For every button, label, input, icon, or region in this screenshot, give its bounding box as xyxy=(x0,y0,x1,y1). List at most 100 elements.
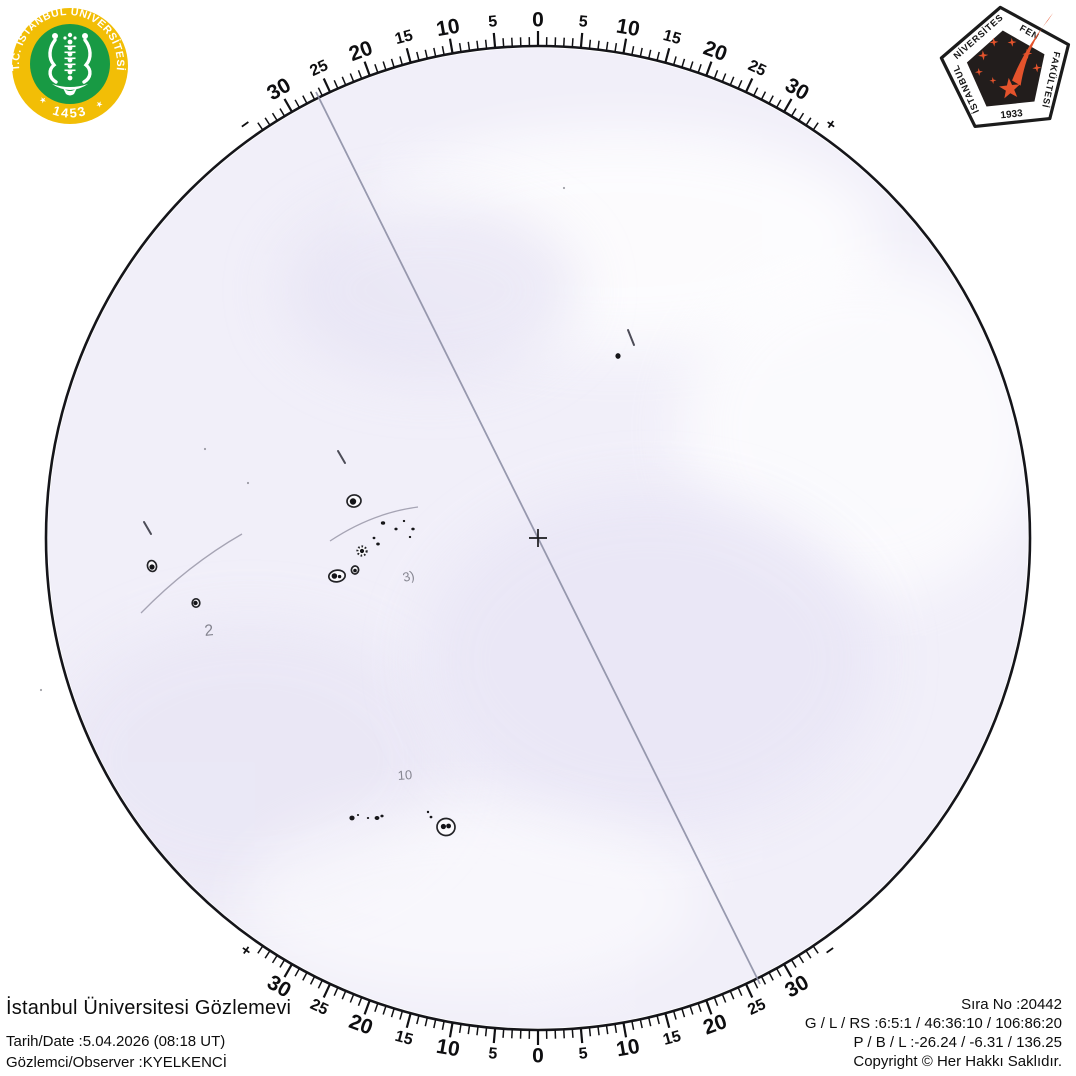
tick-mark xyxy=(322,983,332,998)
tick-mark xyxy=(656,1015,660,1025)
tick-mark xyxy=(271,112,278,122)
tick-mark xyxy=(317,87,323,97)
faculty-logo: İSTANBUL ÜNİVERSİTESİ FEN FAKÜLTESİ 1933 xyxy=(936,0,1071,129)
tick-mark xyxy=(597,1026,600,1036)
sira-no: Sıra No :20442 xyxy=(961,996,1062,1013)
tick-mark xyxy=(579,1028,584,1044)
tick-mark xyxy=(283,98,293,113)
tick-mark xyxy=(458,43,462,53)
tick-mark xyxy=(264,117,271,126)
pencil-stroke xyxy=(143,521,152,535)
scale-label: 30 xyxy=(263,74,295,106)
tick-mark xyxy=(399,1010,404,1020)
scale-label: 15 xyxy=(661,1028,683,1049)
sunspot-umbra xyxy=(366,817,370,819)
logo-emblem xyxy=(48,32,92,96)
scale-label: 30 xyxy=(781,74,813,106)
pencil-arc xyxy=(140,533,243,614)
tick-mark xyxy=(631,1020,635,1030)
scale-label: 20 xyxy=(700,1010,730,1040)
sunspot-umbra xyxy=(356,814,360,816)
speck xyxy=(246,481,250,485)
tick-mark xyxy=(341,990,347,1000)
tick-mark xyxy=(309,91,316,100)
sunspot-umbra xyxy=(446,823,451,829)
tick-mark xyxy=(705,999,713,1015)
tick-mark xyxy=(605,41,609,51)
tick-mark xyxy=(424,49,429,59)
tick-mark xyxy=(441,46,445,56)
tick-mark xyxy=(579,32,584,48)
sunspot xyxy=(408,535,412,539)
faculty-year: 1933 xyxy=(1000,108,1024,121)
tick-mark xyxy=(502,1028,505,1038)
pencil-stroke xyxy=(337,450,346,464)
tick-mark xyxy=(341,76,347,86)
tick-mark xyxy=(605,1025,609,1035)
sunspot xyxy=(394,527,398,531)
observer-line: Gözlemci/Observer :KYELKENCİ xyxy=(6,1054,227,1071)
tick-mark xyxy=(322,78,332,93)
sunspot-umbra xyxy=(374,816,380,820)
tick-mark xyxy=(647,49,652,59)
sunspot-penumbra xyxy=(436,817,456,837)
tick-mark xyxy=(812,945,819,954)
observatory-title: İstanbul Üniversitesi Gözlemevi xyxy=(6,997,292,1019)
tick-mark xyxy=(349,993,355,1003)
footer-right: Sıra No :20442 G / L / RS :6:5:1 / 46:36… xyxy=(805,995,1062,1071)
scale-label: 20 xyxy=(346,36,376,66)
sunspot xyxy=(615,353,621,359)
tick-mark xyxy=(441,1020,445,1030)
sunspot xyxy=(191,597,201,609)
tick-mark xyxy=(357,70,363,79)
tick-mark xyxy=(672,1010,677,1020)
tick-mark xyxy=(484,1027,488,1037)
tick-mark xyxy=(382,1005,387,1015)
scale-label: 10 xyxy=(614,15,641,42)
logo-year-text: 1453 xyxy=(51,103,89,121)
sunspot-umbra xyxy=(408,535,412,539)
tick-mark xyxy=(622,38,628,54)
tick-mark xyxy=(639,47,643,57)
sunspot xyxy=(366,817,370,819)
tick-mark xyxy=(622,1022,628,1038)
tick-mark xyxy=(317,979,323,989)
tick-mark xyxy=(790,108,797,117)
tick-mark xyxy=(416,1015,420,1025)
tick-mark xyxy=(399,56,404,66)
sunspot-umbra xyxy=(380,521,386,525)
sunspot xyxy=(349,815,355,821)
scale-sign: + xyxy=(237,941,254,960)
tick-mark xyxy=(458,1023,462,1033)
tick-mark xyxy=(405,47,412,64)
tick-mark xyxy=(664,47,671,64)
tick-mark xyxy=(433,47,437,57)
tick-mark xyxy=(760,976,767,985)
sunspot xyxy=(436,817,456,837)
tick-mark xyxy=(333,987,339,996)
tick-mark xyxy=(737,80,743,89)
tick-mark xyxy=(631,46,635,56)
tick-mark xyxy=(656,51,660,61)
scale-label: 15 xyxy=(661,27,683,48)
tick-mark xyxy=(798,112,805,122)
tick-mark xyxy=(476,40,479,50)
tick-mark xyxy=(805,117,812,126)
sunspot-umbra xyxy=(149,564,155,570)
tick-mark xyxy=(597,40,600,50)
tick-mark xyxy=(448,38,454,54)
tick-mark xyxy=(664,1012,671,1029)
tick-mark xyxy=(257,122,264,131)
tick-mark xyxy=(614,1023,618,1033)
sunspot xyxy=(374,816,380,820)
sunspot xyxy=(327,569,347,583)
scale-label: 10 xyxy=(435,1035,462,1062)
tick-mark xyxy=(775,99,782,109)
sunspot xyxy=(402,519,406,523)
speck xyxy=(203,447,207,451)
sunspot xyxy=(356,814,360,816)
sunspot xyxy=(429,815,433,819)
tick-mark xyxy=(448,1022,454,1038)
tick-mark xyxy=(349,73,355,83)
